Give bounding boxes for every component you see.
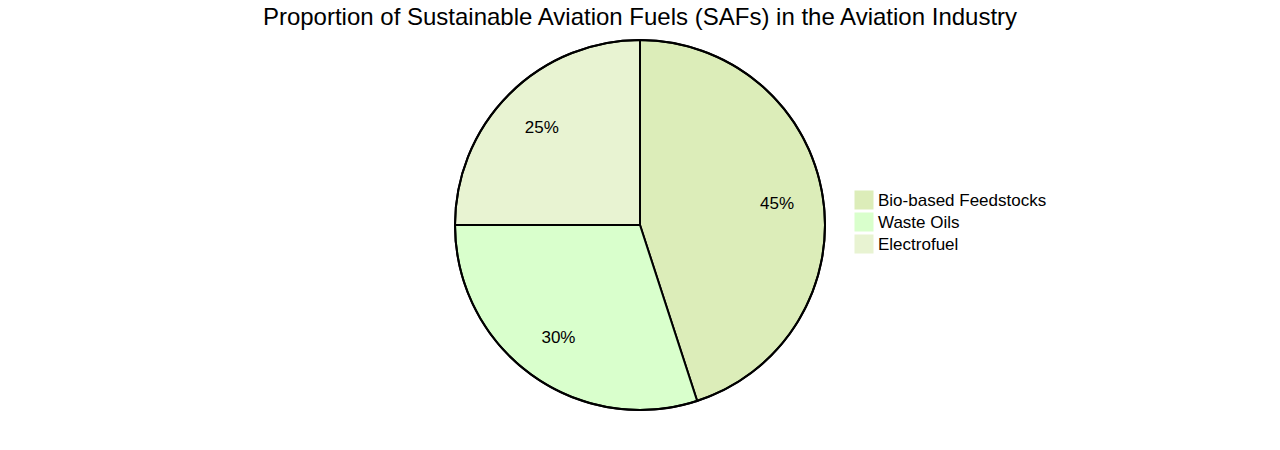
pie-outline (455, 40, 825, 410)
legend-label: Waste Oils (878, 213, 960, 232)
data-label: 25% (525, 118, 559, 137)
pie-slice (455, 225, 697, 410)
data-label: 30% (541, 328, 575, 347)
legend-item: Waste Oils (855, 213, 960, 232)
legend-swatch (855, 213, 873, 231)
chart: Proportion of Sustainable Aviation Fuels… (0, 0, 1280, 450)
legend-swatch (855, 191, 873, 209)
legend-item: Electrofuel (855, 235, 958, 254)
chart-title: Proportion of Sustainable Aviation Fuels… (263, 3, 1017, 30)
pie-slice (455, 40, 640, 225)
legend-label: Bio-based Feedstocks (878, 191, 1046, 210)
legend: Bio-based Feedstocks Waste Oils Electrofue… (855, 191, 1046, 254)
legend-label: Electrofuel (878, 235, 958, 254)
pie: 45% 30% 25% (455, 40, 825, 410)
data-label: 45% (760, 194, 794, 213)
legend-swatch (855, 235, 873, 253)
legend-item: Bio-based Feedstocks (855, 191, 1046, 210)
